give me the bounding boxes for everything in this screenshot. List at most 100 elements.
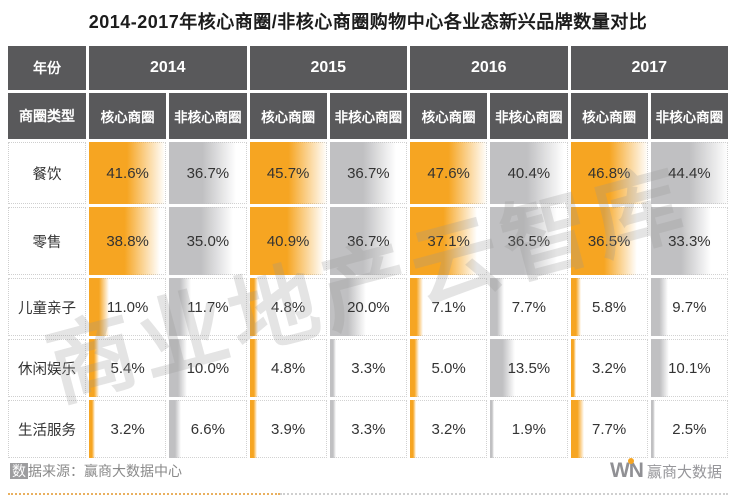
bottom-dotted-divider — [8, 493, 728, 495]
value-text: 10.0% — [186, 359, 230, 377]
noncore-data-bar — [169, 207, 233, 275]
value-text: 46.8% — [587, 164, 631, 182]
value-text: 9.7% — [672, 298, 707, 316]
value-cell: 44.4% — [650, 142, 728, 204]
value-cell: 10.0% — [169, 339, 247, 397]
bottom-divider-orange-segment — [8, 493, 280, 495]
value-cell: 35.0% — [169, 207, 247, 275]
value-cell: 7.1% — [410, 278, 488, 336]
value-cell: 13.5% — [490, 339, 568, 397]
year-header-2016: 2016 — [410, 46, 568, 90]
value-cell: 36.5% — [570, 207, 648, 275]
noncore-data-bar — [490, 400, 494, 458]
value-cell: 3.9% — [249, 400, 327, 458]
year-row-label: 年份 — [8, 46, 86, 90]
noncore-data-bar — [169, 278, 191, 336]
value-text: 3.2% — [431, 420, 466, 438]
core-data-bar — [410, 142, 488, 204]
value-text: 13.5% — [507, 359, 551, 377]
value-cell: 7.7% — [490, 278, 568, 336]
brand-logo-label: 赢商大数据 — [646, 463, 722, 481]
row-label: 休闲娱乐 — [8, 339, 86, 397]
brand-logo: WN 赢商大数据 — [610, 458, 722, 483]
value-cell: 3.3% — [329, 339, 407, 397]
core-data-bar — [570, 142, 648, 204]
value-text: 40.9% — [266, 232, 310, 250]
value-text: 45.7% — [266, 164, 310, 182]
row-label: 餐饮 — [8, 142, 86, 204]
row-label: 生活服务 — [8, 400, 86, 458]
value-text: 7.1% — [431, 298, 466, 316]
noncore-data-bar — [329, 278, 367, 336]
value-cell: 3.3% — [329, 400, 407, 458]
core-data-bar — [89, 339, 99, 397]
noncore-data-bar — [329, 400, 336, 458]
value-cell: 20.0% — [329, 278, 407, 336]
value-text: 36.5% — [507, 232, 551, 250]
core-data-bar — [410, 400, 416, 458]
noncore-data-bar — [650, 142, 728, 204]
value-cell: 33.3% — [650, 207, 728, 275]
value-cell: 2.5% — [650, 400, 728, 458]
core-data-bar — [570, 207, 637, 275]
value-cell: 37.1% — [410, 207, 488, 275]
value-cell: 5.8% — [570, 278, 648, 336]
core-data-bar — [570, 400, 585, 458]
subheader-noncore-2017: 非核心商圈 — [650, 93, 728, 139]
subheader-noncore-2014: 非核心商圈 — [169, 93, 247, 139]
value-cell: 47.6% — [410, 142, 488, 204]
value-text: 2.5% — [672, 420, 707, 438]
core-data-bar — [249, 400, 257, 458]
value-text: 37.1% — [427, 232, 470, 250]
page-title: 2014-2017年核心商圈/非核心商圈购物中心各业态新兴品牌数量对比 — [88, 12, 648, 32]
value-cell: 4.8% — [249, 339, 327, 397]
noncore-data-bar — [490, 207, 557, 275]
value-text: 36.7% — [347, 232, 390, 250]
noncore-data-bar — [650, 207, 712, 275]
bottom-divider-gray-segment — [280, 493, 728, 495]
value-cell: 3.2% — [89, 400, 167, 458]
value-text: 36.5% — [587, 232, 631, 250]
core-data-bar — [249, 207, 324, 275]
value-text: 3.2% — [110, 420, 145, 438]
noncore-data-bar — [650, 278, 669, 336]
value-text: 38.8% — [106, 232, 149, 250]
value-text: 1.9% — [511, 420, 546, 438]
noncore-data-bar — [490, 142, 564, 204]
core-data-bar — [410, 339, 420, 397]
value-text: 11.7% — [187, 298, 229, 316]
value-text: 10.1% — [668, 359, 711, 377]
noncore-data-bar — [169, 339, 188, 397]
core-data-bar — [570, 278, 582, 336]
value-text: 11.0% — [106, 298, 149, 316]
value-text: 4.8% — [271, 298, 306, 316]
noncore-data-bar — [490, 339, 515, 397]
core-data-bar — [89, 142, 165, 204]
noncore-data-bar — [650, 400, 656, 458]
value-text: 36.7% — [186, 164, 230, 182]
core-data-bar — [410, 278, 423, 336]
core-data-bar — [89, 400, 95, 458]
value-cell: 10.1% — [650, 339, 728, 397]
value-cell: 9.7% — [650, 278, 728, 336]
year-header-2015: 2015 — [249, 46, 407, 90]
value-text: 3.2% — [592, 359, 627, 377]
value-cell: 46.8% — [570, 142, 648, 204]
core-data-bar — [89, 207, 160, 275]
core-data-bar — [570, 339, 577, 397]
value-text: 5.0% — [431, 359, 466, 377]
value-text: 7.7% — [592, 420, 627, 438]
value-cell: 4.8% — [249, 278, 327, 336]
noncore-data-bar — [490, 278, 505, 336]
value-cell: 11.0% — [89, 278, 167, 336]
value-cell: 40.4% — [490, 142, 568, 204]
value-text: 6.6% — [190, 420, 225, 438]
year-header-2014: 2014 — [89, 46, 247, 90]
value-text: 7.7% — [511, 298, 546, 316]
value-cell: 36.7% — [169, 142, 247, 204]
value-text: 3.3% — [351, 420, 386, 438]
year-header-2017: 2017 — [570, 46, 728, 90]
value-cell: 45.7% — [249, 142, 327, 204]
value-cell: 40.9% — [249, 207, 327, 275]
value-cell: 3.2% — [410, 400, 488, 458]
